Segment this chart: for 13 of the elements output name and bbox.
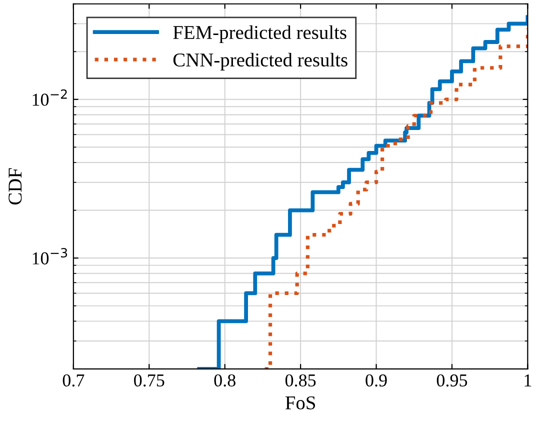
x-tick-label: 1 [524, 374, 532, 386]
legend-label: FEM-predicted results [173, 25, 346, 44]
y-axis-title: CDF [8, 168, 22, 205]
x-axis-title: FoS [285, 396, 316, 410]
x-tick-label: 0.9 [366, 374, 387, 387]
y-tick-label: 10$^{−3}$ [32, 248, 68, 264]
x-tick-label: 0.8 [214, 374, 236, 387]
x-tick-label: 0.95 [436, 374, 468, 387]
x-tick-label: 0.85 [285, 374, 316, 387]
legend-label: CNN-predicted results [173, 52, 348, 70]
x-tick-label: 0.7 [62, 374, 84, 387]
y-tick-label: 10$^{−2}$ [32, 89, 67, 106]
x-tick-label: 0.75 [134, 374, 164, 387]
